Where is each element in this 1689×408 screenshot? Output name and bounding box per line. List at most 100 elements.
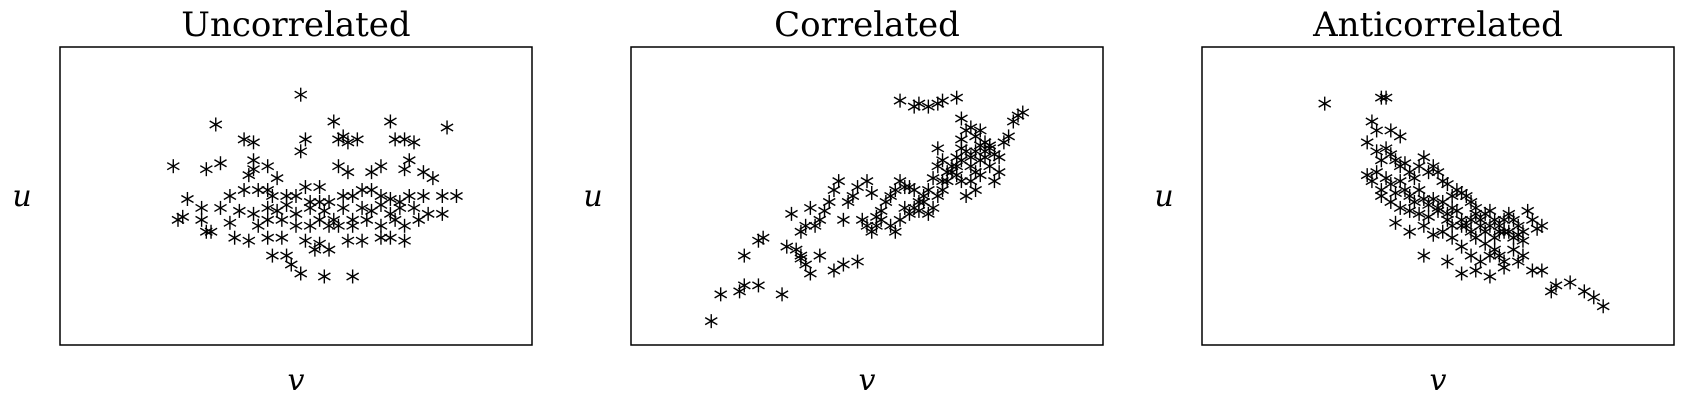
plot-frame (1201, 46, 1675, 346)
scatter-point (341, 165, 355, 180)
scatter-point (360, 212, 374, 227)
y-axis-label: u (1154, 179, 1173, 214)
scatter-point (407, 200, 421, 215)
panel-uncorrelated: Uncorrelated u v (12, 5, 533, 398)
scatter-point (308, 242, 322, 257)
scatter-point (365, 165, 378, 180)
scatter-points (1318, 90, 1610, 314)
panel-anticorrelated: Anticorrelated u v (1154, 5, 1675, 398)
scatter-point (280, 197, 293, 212)
scatter-point (374, 197, 388, 212)
x-axis-label: v (1430, 363, 1447, 398)
scatter-point (1016, 105, 1030, 120)
x-axis-label: v (288, 363, 305, 398)
x-axis-label: v (859, 363, 876, 398)
scatter-point (1426, 227, 1440, 242)
scatter-point (1379, 90, 1393, 105)
scatter-point (936, 153, 949, 168)
scatter-point (926, 200, 940, 215)
scatter-point (242, 233, 256, 248)
scatter-point (1384, 123, 1398, 138)
y-axis-label: u (583, 179, 602, 214)
scatter-point (1403, 203, 1417, 218)
scatter-point (289, 218, 303, 233)
scatter-point (950, 90, 964, 105)
scatter-point (374, 159, 388, 174)
panel-correlated: Correlated u v (583, 5, 1104, 398)
scatter-point (421, 206, 435, 221)
scatter-point (1445, 230, 1459, 245)
scatter-point (954, 111, 968, 126)
scatter-point (1407, 171, 1421, 186)
scatter-point (289, 189, 303, 203)
scatter-point (1464, 248, 1478, 263)
scatter-point (261, 200, 275, 215)
scatter-point (407, 135, 421, 150)
scatter-point (303, 218, 317, 233)
panel-title: Uncorrelated (181, 5, 410, 45)
scatter-point (388, 132, 402, 147)
scatter-point (836, 257, 850, 272)
scatter-point (214, 200, 227, 215)
scatter-point (232, 203, 246, 218)
scatter-point (355, 183, 369, 198)
scatter-point (303, 200, 317, 215)
scatter-point (893, 93, 907, 108)
scatter-point (393, 200, 407, 215)
scatter-point (383, 114, 397, 129)
plot-frame (630, 46, 1104, 346)
scatter-point (912, 96, 926, 111)
scatter-point (737, 248, 751, 263)
scatter-point (803, 200, 817, 215)
scatter-point (284, 257, 298, 272)
scatter-point (398, 218, 411, 233)
scatter-point (775, 287, 789, 302)
scatter-point (199, 162, 213, 177)
scatter-point (440, 120, 454, 135)
scatter-point (921, 99, 935, 114)
scatter-point (1417, 150, 1431, 165)
scatter-point (714, 287, 728, 302)
scatter-point (383, 230, 397, 245)
scatter-point (195, 212, 209, 227)
scatter-point (1511, 254, 1525, 269)
scatter-point (417, 189, 430, 203)
scatter-point (195, 200, 209, 215)
scatter-point (322, 242, 336, 257)
scatter-point (756, 230, 770, 245)
scatter-point (992, 165, 1006, 180)
scatter-point (1417, 218, 1431, 233)
scatter-point (275, 212, 289, 227)
scatter-point (247, 206, 260, 221)
scatter-point (247, 135, 260, 150)
scatter-point (332, 218, 345, 233)
scatter-point (813, 248, 827, 263)
scatter-point (294, 144, 308, 159)
scatter-point (398, 233, 411, 248)
scatter-point (1535, 263, 1549, 278)
scatter-point (204, 224, 218, 239)
scatter-point (350, 132, 364, 147)
scatter-point (973, 168, 987, 183)
scatter-point (969, 183, 982, 198)
scatter-point (865, 186, 879, 201)
scatter-point (417, 165, 430, 180)
scatter-point (1535, 218, 1549, 233)
scatter-point (261, 159, 275, 174)
scatter-point (402, 189, 416, 203)
scatter-point (355, 200, 369, 215)
scatter-point (827, 263, 841, 278)
scatter-point (1577, 284, 1591, 299)
scatter-point (265, 248, 279, 263)
scatter-point (973, 123, 987, 138)
scatter-point (860, 174, 874, 189)
scatter-point (242, 168, 256, 183)
scatter-point (374, 230, 388, 245)
scatter-point (346, 189, 360, 203)
scatter-point (398, 132, 411, 147)
scatter-point (270, 171, 284, 186)
scatter-point (265, 189, 279, 203)
scatter-point (1516, 233, 1530, 248)
scatter-points (166, 87, 463, 284)
